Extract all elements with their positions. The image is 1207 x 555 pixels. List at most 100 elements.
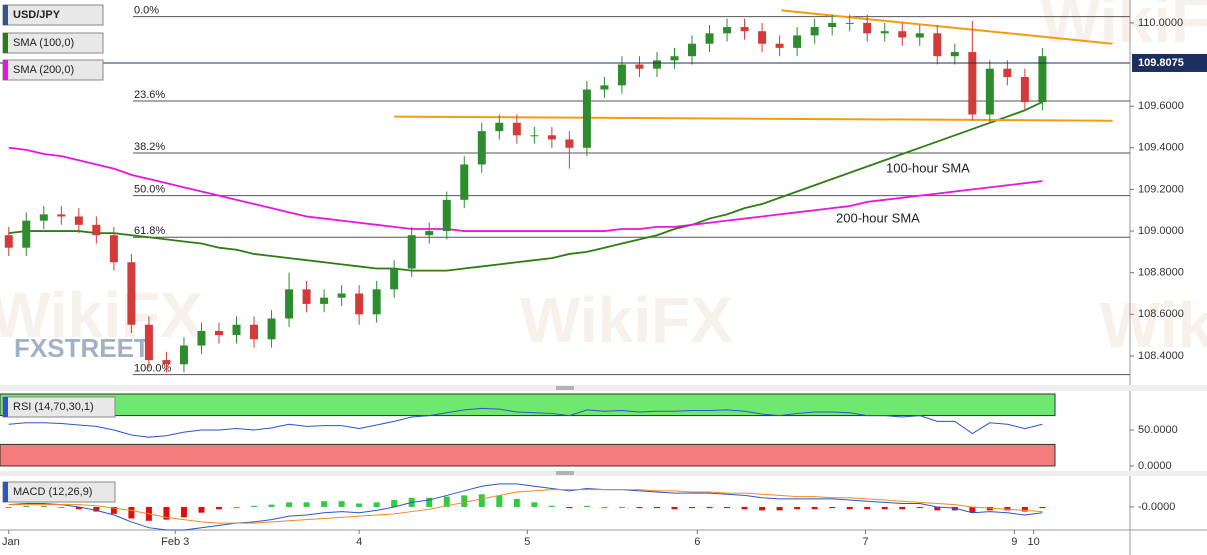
candle-body	[793, 35, 802, 48]
candle-body	[144, 324, 153, 361]
candle-body	[179, 345, 188, 365]
legend-swatch	[3, 397, 8, 417]
candle-body	[197, 330, 206, 346]
candle-body	[214, 330, 223, 336]
candle-body	[1003, 68, 1012, 78]
x-tick-label: Feb 3	[161, 536, 189, 548]
macd-histogram-bar	[233, 506, 240, 508]
watermark: WikiFX	[0, 279, 203, 351]
y-tick-label: 109.4000	[1138, 142, 1184, 154]
panel-splitter[interactable]	[0, 471, 1207, 476]
macd-histogram-bar	[461, 495, 468, 507]
macd-histogram-bar	[811, 506, 818, 510]
candle-body	[915, 33, 924, 38]
macd-histogram-bar	[899, 506, 906, 510]
candle-body	[582, 89, 591, 148]
candle-body	[320, 297, 329, 304]
trendline	[781, 9, 1113, 45]
candle-body	[565, 139, 574, 148]
legend-swatch	[3, 33, 8, 53]
candle-body	[810, 27, 819, 36]
candle-body	[232, 324, 241, 336]
macd-histogram-bar	[443, 496, 450, 507]
macd-histogram-bar	[513, 498, 520, 507]
macd-histogram-bar	[303, 502, 310, 507]
macd-histogram-bar	[110, 506, 117, 514]
candle-body	[758, 31, 767, 44]
macd-histogram-bar	[706, 506, 713, 509]
candle-body	[880, 31, 889, 34]
candle-body	[828, 22, 837, 28]
macd-histogram-bar	[5, 506, 12, 508]
macd-histogram-bar	[934, 506, 941, 511]
x-tick-label: 6	[694, 536, 700, 548]
macd-histogram-bar	[951, 506, 958, 511]
rsi-label: RSI (14,70,30,1)	[13, 401, 94, 413]
y-tick-label: 108.6000	[1138, 308, 1184, 320]
macd-histogram-bar	[268, 504, 275, 507]
macd-line	[8, 483, 1043, 531]
watermark: WikiFX	[1100, 289, 1207, 361]
candle-body	[425, 231, 434, 236]
fib-label: 50.0%	[134, 184, 165, 196]
macd-histogram-bar	[776, 506, 783, 511]
fib-label: 0.0%	[134, 5, 159, 17]
x-tick-label: 7	[862, 536, 868, 548]
candle-body	[267, 318, 276, 340]
macd-histogram-bar	[1004, 506, 1011, 511]
candle-body	[495, 122, 504, 132]
signal-line	[8, 489, 1043, 524]
fib-label: 38.2%	[134, 141, 165, 153]
candle-body	[442, 199, 451, 232]
macd-label: MACD (12,26,9)	[13, 486, 92, 498]
candle-body	[547, 135, 556, 140]
fib-label: 61.8%	[134, 225, 165, 237]
y-tick-label: 108.4000	[1138, 350, 1184, 362]
y-tick-label: -0.0000	[1138, 501, 1175, 513]
rsi-line	[8, 407, 1043, 438]
watermark: WikiFX	[1040, 0, 1207, 56]
candle-body	[57, 214, 66, 217]
candle-body	[127, 262, 136, 325]
rsi-overbought-zone	[0, 393, 1056, 417]
panel-splitter[interactable]	[0, 385, 1207, 391]
legend-swatch	[3, 482, 8, 502]
macd-histogram-bar	[671, 506, 678, 510]
x-tick-label: 9	[1011, 536, 1017, 548]
macd-histogram-bar	[689, 506, 696, 509]
macd-histogram-bar	[916, 506, 923, 509]
candle-body	[740, 27, 749, 32]
macd-histogram-bar	[986, 506, 993, 511]
macd-histogram-bar	[496, 495, 503, 507]
sma-annotation: 100-hour SMA	[886, 160, 970, 175]
macd-histogram-bar	[601, 506, 608, 508]
candle-body	[460, 164, 469, 200]
macd-histogram-bar	[794, 506, 801, 510]
macd-histogram-bar	[724, 506, 731, 509]
fib-label: 23.6%	[134, 89, 165, 101]
candle-body	[162, 360, 171, 365]
candle-body	[22, 220, 31, 248]
fxstreet-logo: FXSTREET	[14, 333, 150, 363]
macd-histogram-bar	[23, 505, 30, 507]
candle-body	[109, 235, 118, 263]
macd-histogram-bar	[215, 506, 222, 510]
y-tick-label: 108.8000	[1138, 267, 1184, 279]
macd-histogram-bar	[58, 506, 65, 508]
candle-body	[985, 68, 994, 115]
candle-body	[302, 289, 311, 304]
candle-body	[477, 131, 486, 165]
macd-histogram-bar	[636, 506, 643, 509]
x-tick-label: 4	[356, 536, 362, 548]
candle-body	[74, 216, 83, 225]
macd-histogram-bar	[426, 497, 433, 507]
macd-histogram-bar	[128, 506, 135, 519]
candle-body	[670, 56, 679, 61]
x-tick-label: 5	[524, 536, 530, 548]
y-tick-label: 50.0000	[1138, 424, 1178, 436]
y-tick-label: 0.0000	[1138, 460, 1172, 472]
legend-label: SMA (200,0)	[13, 64, 74, 76]
legend-label: USD/JPY	[13, 9, 61, 21]
macd-histogram-bar	[75, 506, 82, 510]
